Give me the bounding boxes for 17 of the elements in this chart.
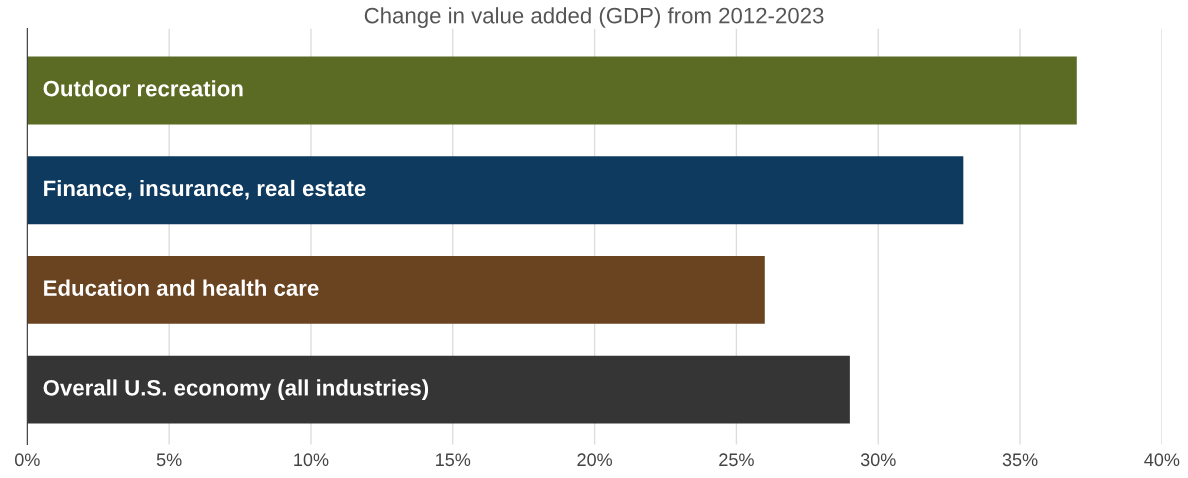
y-tick-label: Outdoor recreation <box>43 80 243 97</box>
bar <box>27 156 964 225</box>
x-tick-label: 0% <box>14 453 40 467</box>
x-tick-label: 10% <box>294 453 329 467</box>
y-tick-label: Finance, insurance, real estate <box>44 179 366 200</box>
chart-title: Change in value added (GDP) from 2012-2023 <box>364 7 824 28</box>
x-tick-label: 25% <box>719 453 754 467</box>
y-tick-label: Education and health care <box>44 279 319 296</box>
bar <box>27 256 765 324</box>
x-tick-label: 20% <box>577 453 613 467</box>
x-tick-label: 35% <box>1002 453 1038 467</box>
y-tick-label: Overall U.S. economy (all industries) <box>43 379 429 401</box>
x-tick-label: 15% <box>436 453 471 467</box>
x-tick-label: 5% <box>156 453 182 467</box>
x-tick-label: 30% <box>860 453 896 467</box>
x-tick-label: 40% <box>1144 453 1180 467</box>
bar <box>27 56 1077 125</box>
